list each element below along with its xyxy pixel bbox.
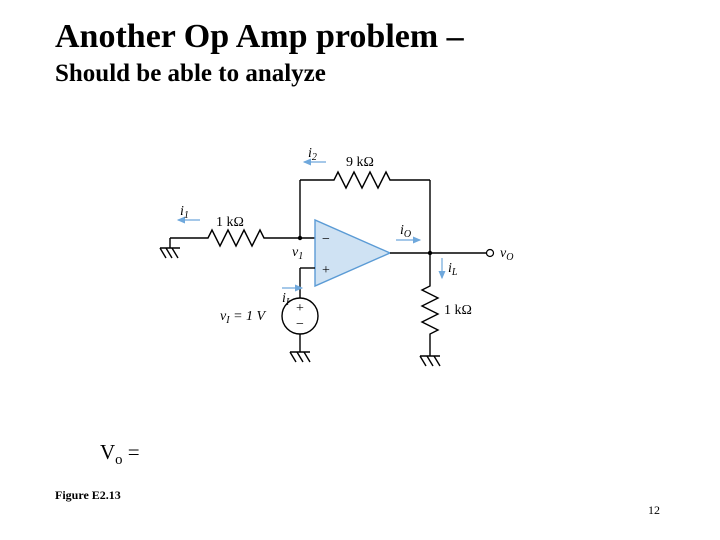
label-i2: i2	[308, 146, 317, 163]
label-vI: vI = 1 V	[220, 309, 267, 326]
slide-subtitle: Should be able to analyze	[55, 60, 326, 88]
equation-var: V	[100, 440, 115, 464]
page-number: 12	[648, 503, 660, 518]
ground-left-icon	[160, 238, 180, 258]
label-iO: iO	[400, 223, 411, 240]
label-iL: iL	[448, 261, 458, 278]
label-r1: 1 kΩ	[216, 215, 244, 230]
opamp-minus: −	[322, 232, 330, 247]
label-vo: vO	[500, 246, 513, 263]
opamp-plus: +	[322, 263, 330, 278]
resistor-r2	[328, 172, 392, 188]
circuit-diagram: 1 kΩ i1 9 kΩ i2 − + v1 iI + − vI = 1	[130, 120, 550, 400]
voltage-source-icon: + −	[282, 298, 318, 334]
svg-text:−: −	[296, 317, 304, 332]
equation-sub: o	[115, 452, 122, 468]
ground-source-icon	[290, 352, 310, 362]
figure-label: Figure E2.13	[55, 488, 121, 503]
ground-rl-icon	[420, 356, 440, 366]
label-v1: v1	[292, 245, 303, 262]
resistor-r1	[202, 230, 268, 246]
label-i1: i1	[180, 204, 189, 221]
terminal-vo	[487, 250, 494, 257]
equation-eq: =	[123, 440, 140, 464]
label-r2: 9 kΩ	[346, 155, 374, 170]
svg-text:+: +	[296, 301, 304, 316]
equation: Vo =	[100, 440, 140, 469]
resistor-rl	[422, 280, 438, 338]
slide-title: Another Op Amp problem –	[55, 18, 464, 56]
label-rl: 1 kΩ	[444, 303, 472, 318]
